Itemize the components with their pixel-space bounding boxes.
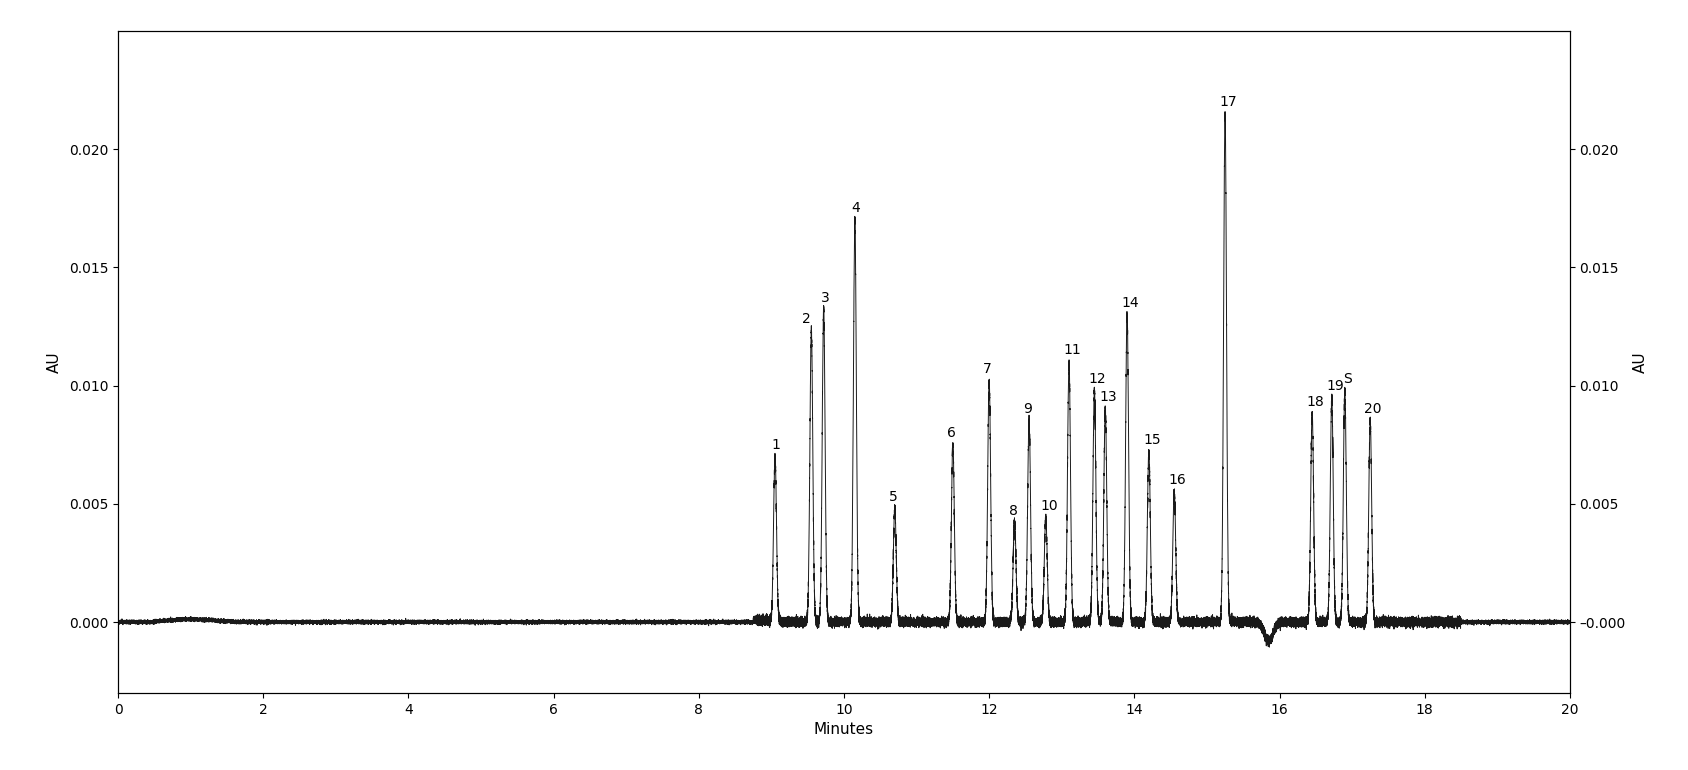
Text: 6: 6: [947, 426, 955, 440]
Text: 1: 1: [771, 438, 780, 452]
Text: 12: 12: [1089, 372, 1106, 386]
Y-axis label: AU: AU: [47, 351, 62, 373]
Text: 5: 5: [890, 490, 898, 504]
Text: S: S: [1344, 372, 1352, 386]
X-axis label: Minutes: Minutes: [814, 722, 874, 738]
Text: 3: 3: [820, 291, 829, 305]
Text: 13: 13: [1099, 390, 1117, 404]
Text: 4: 4: [851, 201, 859, 216]
Text: 2: 2: [802, 313, 810, 326]
Text: 14: 14: [1121, 296, 1139, 310]
Text: 9: 9: [1023, 402, 1031, 417]
Text: 19: 19: [1327, 379, 1344, 393]
Text: 20: 20: [1364, 402, 1382, 417]
Text: 11: 11: [1063, 343, 1080, 357]
Text: 15: 15: [1143, 433, 1161, 447]
Text: 17: 17: [1219, 95, 1237, 109]
Text: 18: 18: [1307, 395, 1323, 409]
Text: 7: 7: [984, 362, 993, 376]
Y-axis label: AU: AU: [1632, 351, 1647, 373]
Text: 16: 16: [1168, 474, 1187, 487]
Text: 8: 8: [1009, 504, 1018, 518]
Text: 10: 10: [1040, 499, 1058, 514]
